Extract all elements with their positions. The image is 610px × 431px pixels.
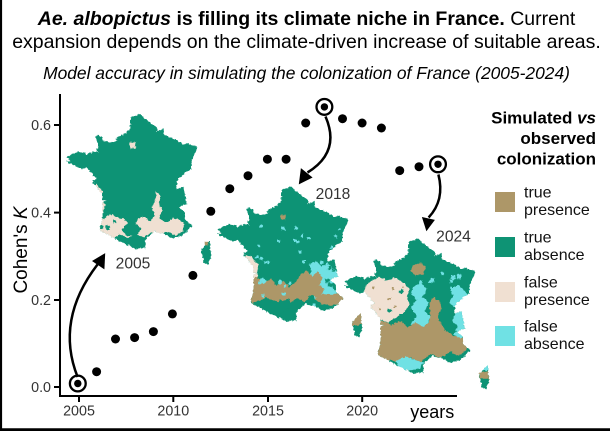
svg-text:expansion depends on the clima: expansion depends on the climate-driven … (12, 31, 601, 53)
svg-text:Cohen's K: Cohen's K (11, 205, 32, 293)
svg-text:absence: absence (524, 247, 585, 264)
svg-text:years: years (410, 402, 454, 422)
svg-text:true: true (524, 185, 552, 202)
svg-text:0.6: 0.6 (31, 118, 51, 134)
svg-text:true: true (524, 230, 552, 247)
svg-text:2015: 2015 (252, 404, 284, 420)
svg-text:0.4: 0.4 (31, 206, 51, 222)
svg-text:2018: 2018 (316, 186, 351, 203)
svg-text:2005: 2005 (116, 256, 151, 273)
svg-text:observed: observed (520, 129, 596, 148)
svg-text:colonization: colonization (497, 150, 596, 169)
svg-text:Model accuracy in simulating t: Model accuracy in simulating the coloniz… (43, 63, 570, 83)
svg-text:2020: 2020 (346, 404, 378, 420)
svg-text:Simulated vs: Simulated vs (491, 109, 596, 128)
svg-text:false: false (524, 275, 558, 292)
svg-text:0.2: 0.2 (31, 293, 51, 309)
svg-text:presence: presence (524, 202, 590, 219)
svg-text:Ae. albopictus is filling its: Ae. albopictus is filling its climate ni… (37, 8, 576, 30)
svg-text:0.0: 0.0 (31, 380, 51, 396)
svg-text:absence: absence (524, 336, 585, 353)
svg-text:2005: 2005 (63, 404, 95, 420)
svg-text:2010: 2010 (157, 404, 189, 420)
svg-text:false: false (524, 319, 558, 336)
svg-text:presence: presence (524, 292, 590, 309)
svg-text:2024: 2024 (436, 229, 471, 246)
